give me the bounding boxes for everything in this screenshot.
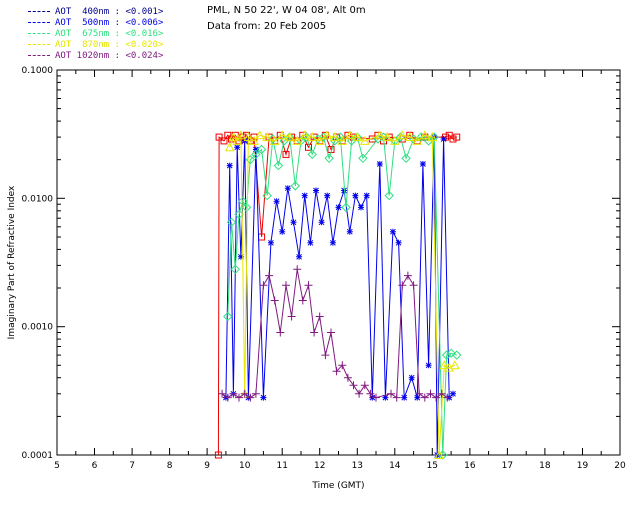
svg-text:13: 13 bbox=[352, 461, 363, 471]
legend-label-400nm: AOT 400nm : <0.001> bbox=[55, 6, 164, 17]
legend-label-675nm: AOT 675nm : <0.016> bbox=[55, 28, 164, 39]
svg-text:5: 5 bbox=[54, 461, 60, 471]
legend-item-500nm: AOT 500nm : <0.006> bbox=[28, 17, 163, 28]
svg-text:11: 11 bbox=[276, 461, 287, 471]
svg-text:0.0100: 0.0100 bbox=[22, 194, 54, 204]
site-info: PML, N 50 22', W 04 08', Alt 0m bbox=[207, 5, 366, 16]
legend-item-675nm: AOT 675nm : <0.016> bbox=[28, 28, 163, 39]
legend-item-400nm: AOT 400nm : <0.001> bbox=[28, 6, 163, 17]
legend-label-870nm: AOT 870nm : <0.020> bbox=[55, 39, 164, 50]
svg-text:17: 17 bbox=[502, 461, 513, 471]
chart-legend: AOT 400nm : <0.001> AOT 500nm : <0.006> … bbox=[28, 6, 163, 61]
legend-line-sample-1020nm bbox=[28, 55, 50, 56]
legend-line-sample-400nm bbox=[28, 11, 50, 12]
legend-item-1020nm: AOT 1020nm : <0.024> bbox=[28, 50, 163, 61]
svg-text:8: 8 bbox=[167, 461, 173, 471]
svg-text:19: 19 bbox=[577, 461, 589, 471]
svg-text:0.1000: 0.1000 bbox=[22, 66, 54, 76]
svg-text:18: 18 bbox=[539, 461, 551, 471]
svg-text:6: 6 bbox=[92, 461, 98, 471]
legend-line-sample-675nm bbox=[28, 33, 50, 34]
svg-text:14: 14 bbox=[389, 461, 401, 471]
y-axis-title: Imaginary Part of Refractive Index bbox=[7, 185, 17, 339]
svg-text:16: 16 bbox=[464, 461, 476, 471]
legend-item-870nm: AOT 870nm : <0.020> bbox=[28, 39, 163, 50]
legend-label-1020nm: AOT 1020nm : <0.024> bbox=[55, 50, 164, 61]
legend-label-500nm: AOT 500nm : <0.006> bbox=[55, 17, 164, 28]
x-axis-title: Time (GMT) bbox=[311, 481, 364, 491]
date-info: Data from: 20 Feb 2005 bbox=[207, 21, 327, 32]
svg-text:0.0001: 0.0001 bbox=[22, 451, 54, 461]
svg-text:7: 7 bbox=[129, 461, 135, 471]
svg-text:20: 20 bbox=[614, 461, 626, 471]
svg-text:15: 15 bbox=[427, 461, 438, 471]
legend-line-sample-870nm bbox=[28, 44, 50, 45]
svg-text:0.0010: 0.0010 bbox=[22, 323, 54, 333]
chart-header: PML, N 50 22', W 04 08', Alt 0m Data fro… bbox=[207, 5, 366, 37]
svg-text:9: 9 bbox=[204, 461, 210, 471]
legend-line-sample-500nm bbox=[28, 22, 50, 23]
svg-text:10: 10 bbox=[239, 461, 251, 471]
svg-text:12: 12 bbox=[314, 461, 325, 471]
